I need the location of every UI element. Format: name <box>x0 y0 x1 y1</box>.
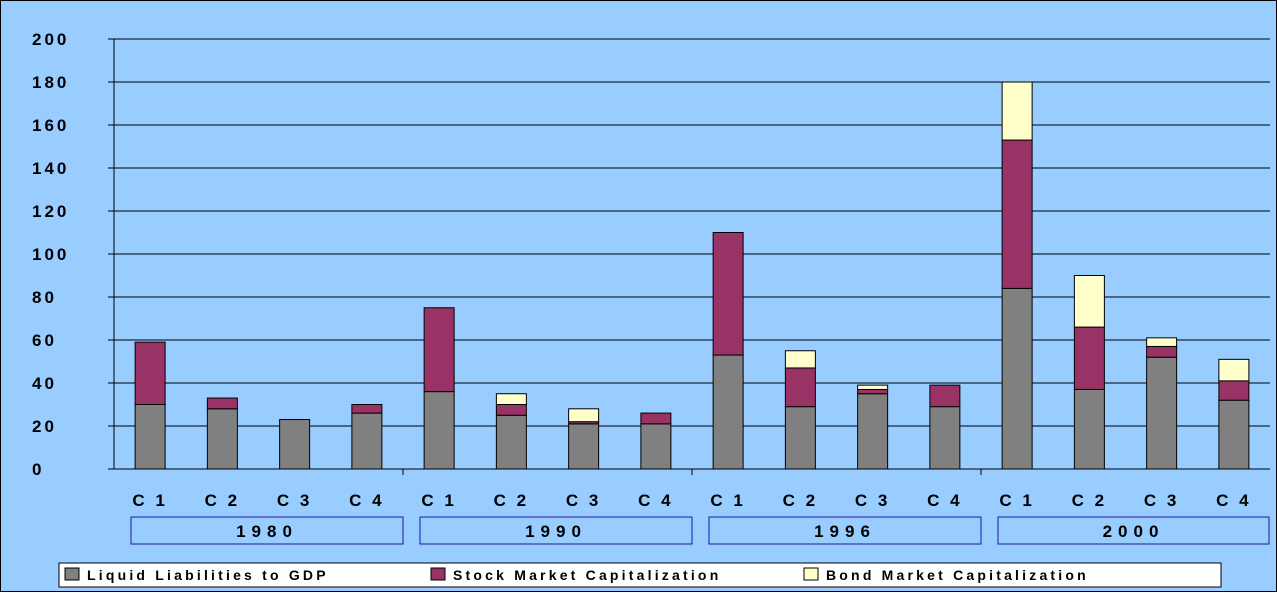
group-label-2000: 2000 <box>1103 522 1165 541</box>
group-box-1980 <box>130 516 404 545</box>
x-category-label-11: C 3 <box>855 491 890 510</box>
x-category-label-5: C 1 <box>421 491 456 510</box>
bar-bond-market-capitalization-7 <box>568 408 600 423</box>
bar-liquid-liabilities-to-gdp-13 <box>1001 287 1033 470</box>
legend-swatch-bond-market-capitalization <box>803 567 819 581</box>
bar-bond-market-capitalization-15 <box>1146 337 1178 347</box>
y-tick-label-20: 20 <box>32 417 57 436</box>
y-tick-label-160: 160 <box>32 116 69 135</box>
y-tick-label-60: 60 <box>32 331 57 350</box>
legend-box <box>58 562 1222 588</box>
x-category-label-8: C 4 <box>638 491 673 510</box>
bar-liquid-liabilities-to-gdp-2 <box>206 408 238 470</box>
bar-bond-market-capitalization-6 <box>495 393 527 405</box>
y-tick-label-120: 120 <box>32 202 69 221</box>
bar-liquid-liabilities-to-gdp-7 <box>568 423 600 470</box>
gridlines <box>114 38 1270 427</box>
group-label-1990: 1990 <box>525 522 587 541</box>
bar-liquid-liabilities-to-gdp-11 <box>857 393 889 470</box>
bar-stock-market-capitalization-15 <box>1146 345 1178 358</box>
bar-bond-market-capitalization-13 <box>1001 81 1033 141</box>
group-box-1996 <box>708 516 982 545</box>
bar-liquid-liabilities-to-gdp-4 <box>351 412 383 470</box>
bar-stock-market-capitalization-8 <box>640 412 672 425</box>
y-tick-label-80: 80 <box>32 288 57 307</box>
bar-liquid-liabilities-to-gdp-10 <box>784 406 816 470</box>
bar-stock-market-capitalization-4 <box>351 404 383 414</box>
bar-stock-market-capitalization-6 <box>495 404 527 416</box>
bar-liquid-liabilities-to-gdp-1 <box>134 404 166 470</box>
y-tick-label-40: 40 <box>32 374 57 393</box>
bar-stock-market-capitalization-16 <box>1218 380 1250 401</box>
x-category-label-9: C 1 <box>710 491 745 510</box>
legend-label-bond-market-capitalization: Bond Market Capitalization <box>826 567 1089 583</box>
bar-liquid-liabilities-to-gdp-12 <box>929 406 961 470</box>
x-category-label-16: C 4 <box>1216 491 1251 510</box>
legend-swatch-stock-market-capitalization <box>430 567 446 581</box>
bar-liquid-liabilities-to-gdp-14 <box>1073 388 1105 470</box>
group-box-1990 <box>419 516 693 545</box>
x-category-label-13: C 1 <box>999 491 1034 510</box>
bar-stock-market-capitalization-13 <box>1001 139 1033 289</box>
x-category-label-4: C 4 <box>349 491 384 510</box>
x-category-label-14: C 2 <box>1072 491 1107 510</box>
y-tick-label-180: 180 <box>32 73 69 92</box>
legend-label-stock-market-capitalization: Stock Market Capitalization <box>453 567 721 583</box>
x-axis-category-labels: C 1 C 2 C 3 C 4 C 1 C 2 C 3 C 4 C 1 C 2 C 3 C 4 C 1 C… <box>132 469 1251 510</box>
legend-label-liquid-liabilities-to-gdp: Liquid Liabilities to GDP <box>87 567 329 583</box>
bar-liquid-liabilities-to-gdp-6 <box>495 414 527 470</box>
y-tick-label-200: 200 <box>32 30 69 49</box>
x-category-label-12: C 4 <box>927 491 962 510</box>
bar-bond-market-capitalization-10 <box>784 350 816 369</box>
legend: Liquid Liabilities to GDP Stock Market Ca… <box>58 562 1222 588</box>
bar-stock-market-capitalization-1 <box>134 341 166 405</box>
y-tick-label-0: 0 <box>32 460 44 479</box>
x-category-label-2: C 2 <box>205 491 240 510</box>
bar-liquid-liabilities-to-gdp-9 <box>712 354 744 470</box>
legend-swatch-liquid-liabilities-to-gdp <box>64 567 80 581</box>
bar-liquid-liabilities-to-gdp-5 <box>423 391 455 470</box>
bar-stock-market-capitalization-11 <box>857 388 889 395</box>
bar-stock-market-capitalization-10 <box>784 367 816 408</box>
group-box-2000 <box>997 516 1270 545</box>
bar-stock-market-capitalization-5 <box>423 307 455 393</box>
x-category-label-1: C 1 <box>132 491 167 510</box>
bar-liquid-liabilities-to-gdp-15 <box>1146 356 1178 470</box>
bar-stock-market-capitalization-12 <box>929 384 961 408</box>
group-label-1980: 1980 <box>236 522 298 541</box>
bar-stock-market-capitalization-14 <box>1073 326 1105 390</box>
bar-bond-market-capitalization-16 <box>1218 358 1250 382</box>
bar-stock-market-capitalization-9 <box>712 232 744 356</box>
y-tick-label-140: 140 <box>32 159 69 178</box>
y-axis-labels: 0 20 40 60 80 100 120 140 160 180 200 <box>32 30 114 479</box>
x-category-label-15: C 3 <box>1144 491 1179 510</box>
x-category-label-3: C 3 <box>277 491 312 510</box>
x-category-label-10: C 2 <box>783 491 818 510</box>
x-category-label-7: C 3 <box>566 491 601 510</box>
x-category-label-6: C 2 <box>494 491 529 510</box>
bar-stock-market-capitalization-2 <box>206 397 238 410</box>
x-axis-group-labels: 1980 1990 1996 2000 <box>130 516 1270 545</box>
y-tick-label-100: 100 <box>32 245 69 264</box>
bar-liquid-liabilities-to-gdp-3 <box>279 419 311 470</box>
group-label-1996: 1996 <box>814 522 876 541</box>
bar-liquid-liabilities-to-gdp-8 <box>640 423 672 470</box>
bar-bond-market-capitalization-11 <box>857 384 889 390</box>
bar-liquid-liabilities-to-gdp-16 <box>1218 399 1250 470</box>
bar-bond-market-capitalization-14 <box>1073 275 1105 328</box>
bars <box>134 81 1250 470</box>
